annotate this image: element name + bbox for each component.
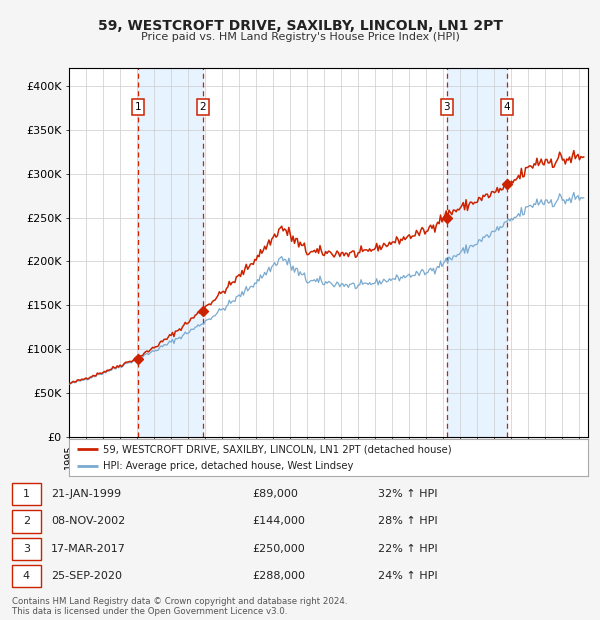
Text: £144,000: £144,000 [252,516,305,526]
Text: 3: 3 [23,544,30,554]
Text: £250,000: £250,000 [252,544,305,554]
Text: Contains HM Land Registry data © Crown copyright and database right 2024.
This d: Contains HM Land Registry data © Crown c… [12,597,347,616]
Text: Price paid vs. HM Land Registry's House Price Index (HPI): Price paid vs. HM Land Registry's House … [140,32,460,42]
Text: 2: 2 [199,102,206,112]
Text: 1: 1 [134,102,142,112]
Text: 3: 3 [443,102,450,112]
Text: 24% ↑ HPI: 24% ↑ HPI [378,571,437,581]
Text: 1: 1 [23,489,30,499]
Text: 25-SEP-2020: 25-SEP-2020 [51,571,122,581]
Text: £89,000: £89,000 [252,489,298,499]
Text: 59, WESTCROFT DRIVE, SAXILBY, LINCOLN, LN1 2PT: 59, WESTCROFT DRIVE, SAXILBY, LINCOLN, L… [97,19,503,33]
Text: 28% ↑ HPI: 28% ↑ HPI [378,516,437,526]
Text: 17-MAR-2017: 17-MAR-2017 [51,544,126,554]
Text: 2: 2 [23,516,30,526]
Text: £288,000: £288,000 [252,571,305,581]
Bar [138,68,203,437]
Text: HPI: Average price, detached house, West Lindsey: HPI: Average price, detached house, West… [103,461,353,471]
Text: 08-NOV-2002: 08-NOV-2002 [51,516,125,526]
Text: 4: 4 [503,102,510,112]
Text: 4: 4 [23,571,30,581]
Bar [447,68,507,437]
Text: 21-JAN-1999: 21-JAN-1999 [51,489,121,499]
Text: 32% ↑ HPI: 32% ↑ HPI [378,489,437,499]
Text: 22% ↑ HPI: 22% ↑ HPI [378,544,437,554]
Text: 59, WESTCROFT DRIVE, SAXILBY, LINCOLN, LN1 2PT (detached house): 59, WESTCROFT DRIVE, SAXILBY, LINCOLN, L… [103,444,451,454]
